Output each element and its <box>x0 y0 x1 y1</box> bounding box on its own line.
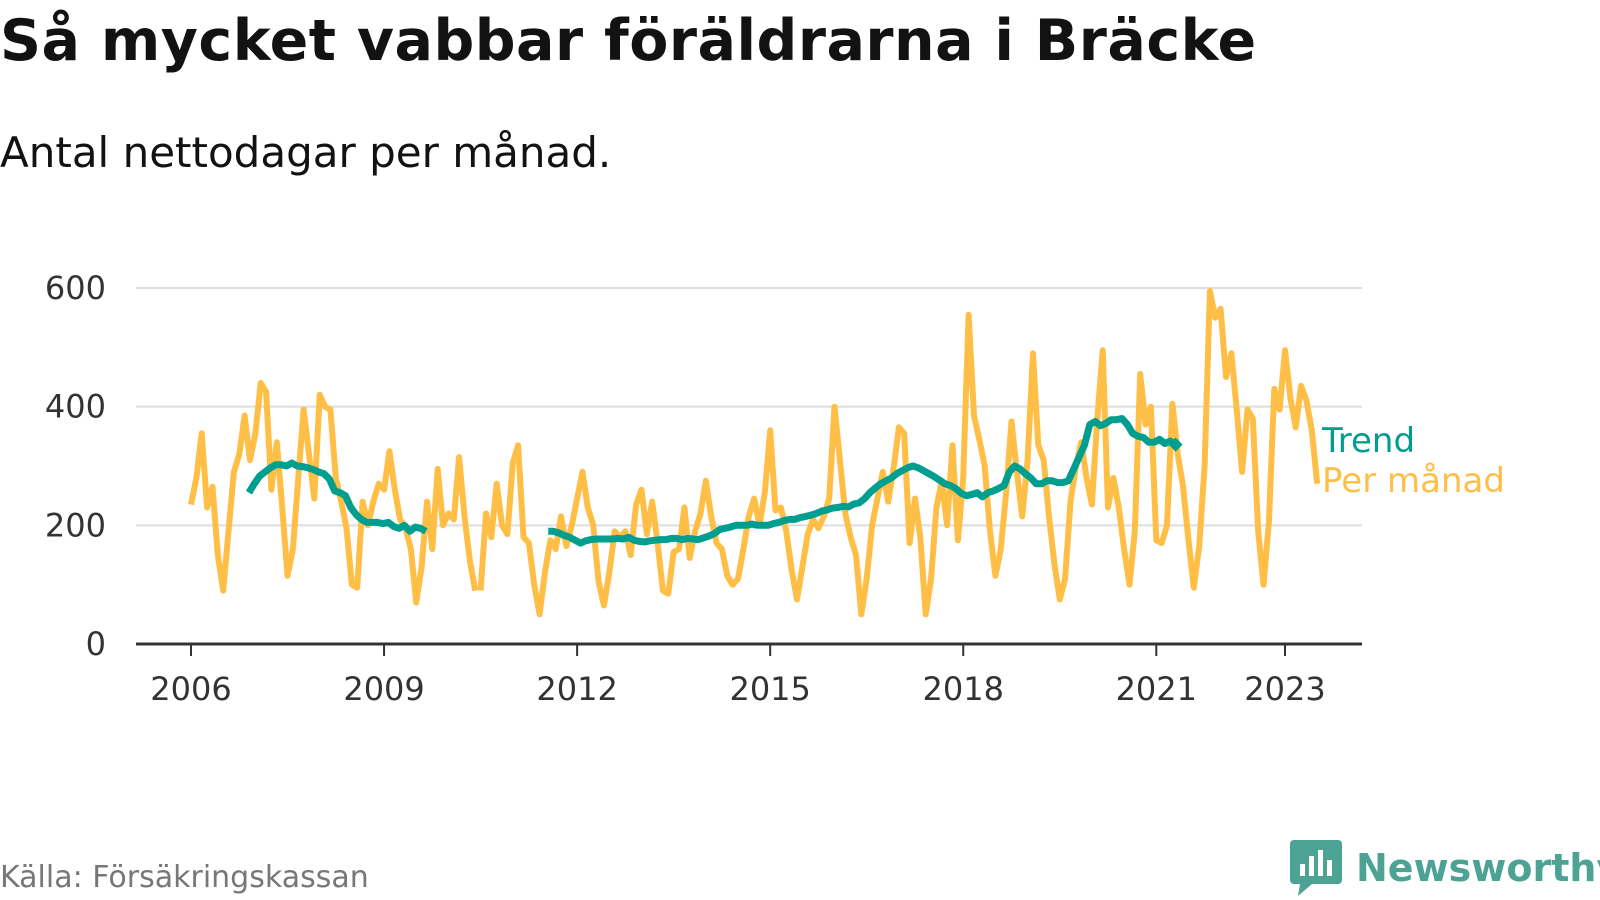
brand-name: Newsworthy <box>1356 846 1600 890</box>
monthly-line-segment-1 <box>188 379 479 606</box>
chart-subtitle: Antal nettodagar per månad. <box>0 128 612 177</box>
x-tick-label-2015: 2015 <box>729 670 810 708</box>
newsworthy-logo-icon <box>1290 840 1342 896</box>
legend-per-manad: Per månad <box>1322 461 1505 501</box>
y-tick-label-0: 0 <box>86 625 106 663</box>
y-tick-label-600: 600 <box>45 269 106 307</box>
chart-title: Så mycket vabbar föräldrarna i Bräcke <box>0 8 1257 74</box>
x-tick-label-2021: 2021 <box>1116 670 1197 708</box>
x-tick-label-2023: 2023 <box>1244 670 1325 708</box>
legend-trend: Trend <box>1321 421 1415 461</box>
axis-layer: 0 200 400 600 2006 2009 2012 2015 2018 2021 2023 <box>45 269 1362 708</box>
x-tick-label-2006: 2006 <box>150 670 231 708</box>
x-tick-label-2018: 2018 <box>923 670 1004 708</box>
x-tick-label-2012: 2012 <box>536 670 617 708</box>
monthly-line-segment-2 <box>477 288 1321 618</box>
x-tick-label-2009: 2009 <box>343 670 424 708</box>
y-tick-label-200: 200 <box>45 506 106 544</box>
y-tick-label-400: 400 <box>45 388 106 426</box>
trend-line-segment-1 <box>245 459 428 535</box>
series-layer <box>188 288 1321 618</box>
trend-line-segment-2 <box>548 415 1178 547</box>
source-note: Källa: Försäkringskassan <box>0 860 369 895</box>
line-chart: 0 200 400 600 2006 2009 2012 2015 2018 2021 2023 T… <box>45 269 1505 708</box>
brand-logo: Newsworthy <box>1290 840 1600 896</box>
trend-end-marker <box>1168 437 1183 452</box>
